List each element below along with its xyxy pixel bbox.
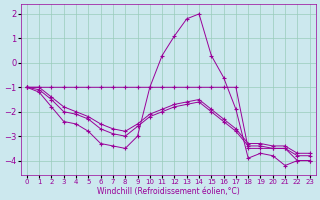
X-axis label: Windchill (Refroidissement éolien,°C): Windchill (Refroidissement éolien,°C)	[97, 187, 240, 196]
